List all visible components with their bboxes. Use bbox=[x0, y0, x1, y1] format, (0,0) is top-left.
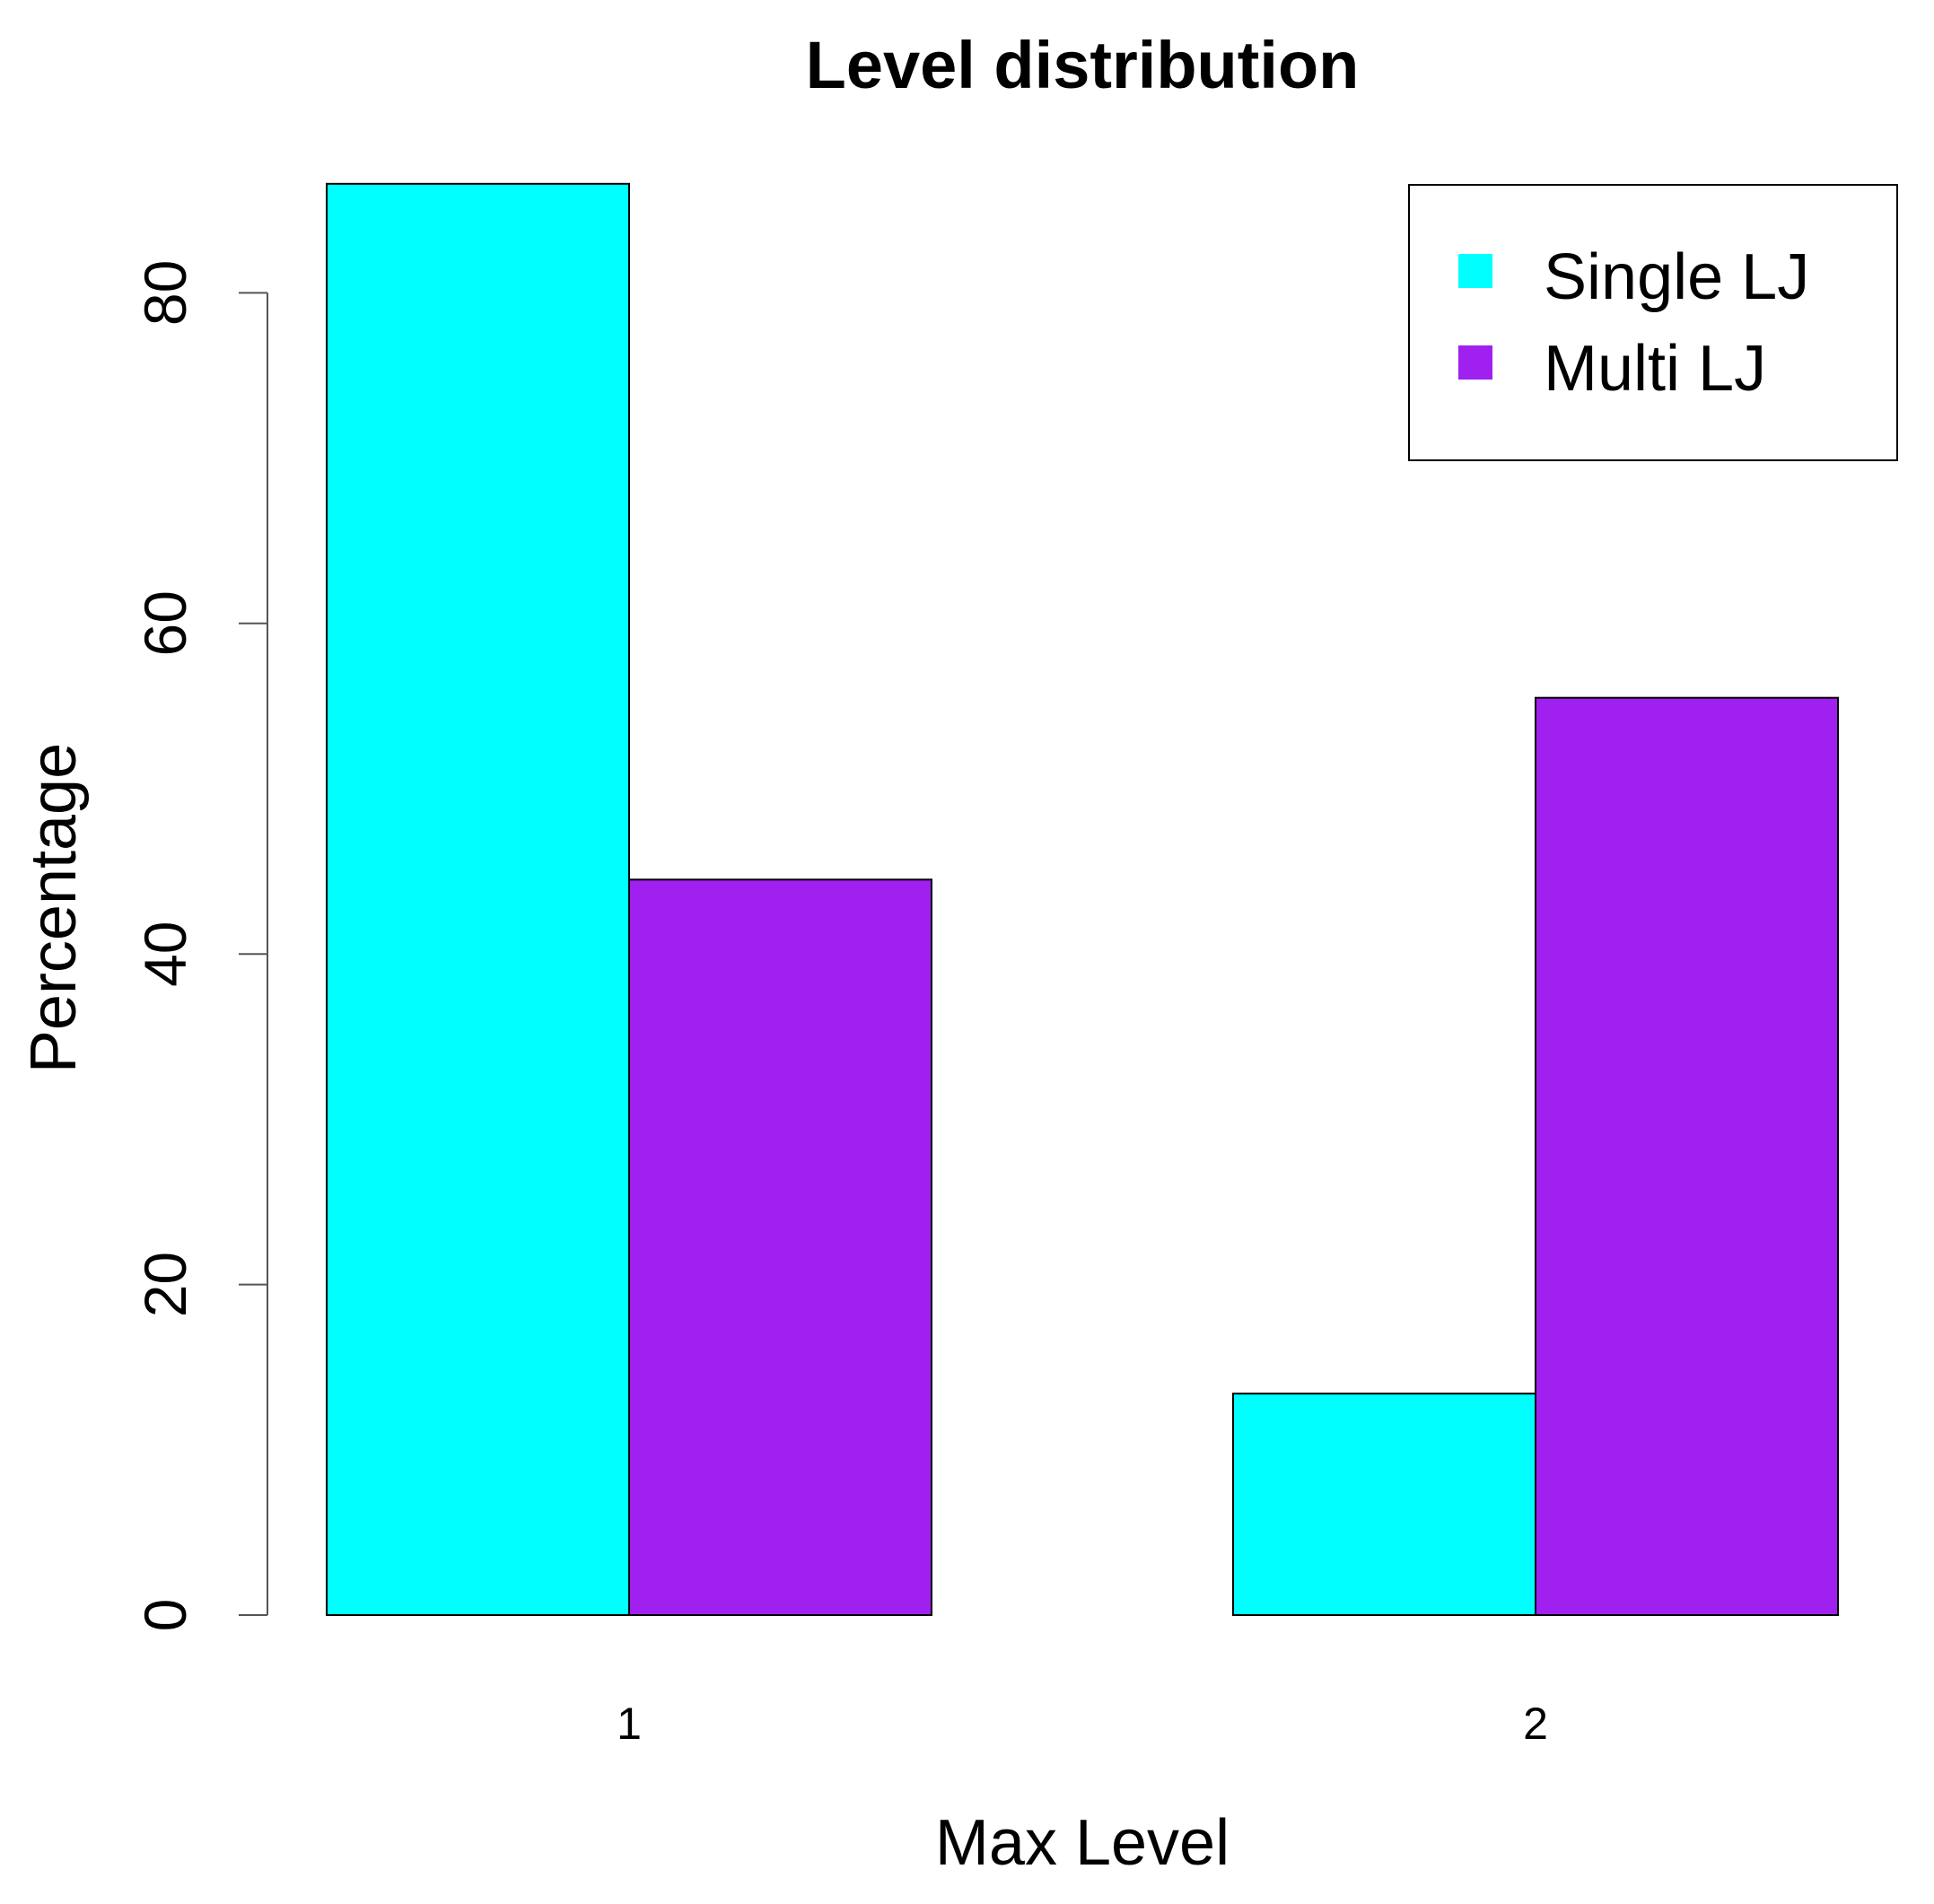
y-tick-label: 0 bbox=[132, 1599, 198, 1632]
x-axis-title: Max Level bbox=[935, 1807, 1230, 1879]
y-tick-label: 20 bbox=[132, 1252, 198, 1317]
legend-swatch-single-lj bbox=[1458, 254, 1492, 288]
bar-multi-lj-level-1 bbox=[628, 878, 932, 1616]
bars bbox=[326, 182, 1839, 1616]
chart-title: Level distribution bbox=[806, 28, 1360, 102]
y-axis: 0 20 40 60 80 bbox=[132, 260, 268, 1632]
bar-single-lj-level-2 bbox=[1232, 1393, 1536, 1616]
legend-box bbox=[1408, 184, 1898, 461]
y-tick-label: 80 bbox=[132, 260, 198, 326]
bar-multi-lj-level-2 bbox=[1535, 696, 1839, 1616]
y-tick-label: 60 bbox=[132, 590, 198, 656]
y-tick-label: 40 bbox=[132, 921, 198, 986]
y-axis-title: Percentage bbox=[18, 743, 90, 1073]
x-category-label: 1 bbox=[617, 1699, 642, 1749]
x-category-label: 2 bbox=[1523, 1699, 1548, 1749]
legend-label-multi-lj: Multi LJ bbox=[1544, 333, 1766, 405]
legend: Single LJ Multi LJ bbox=[1408, 184, 1898, 461]
bar-single-lj-level-1 bbox=[326, 182, 630, 1616]
legend-label-single-lj: Single LJ bbox=[1544, 241, 1809, 313]
legend-swatch-multi-lj bbox=[1458, 345, 1492, 380]
